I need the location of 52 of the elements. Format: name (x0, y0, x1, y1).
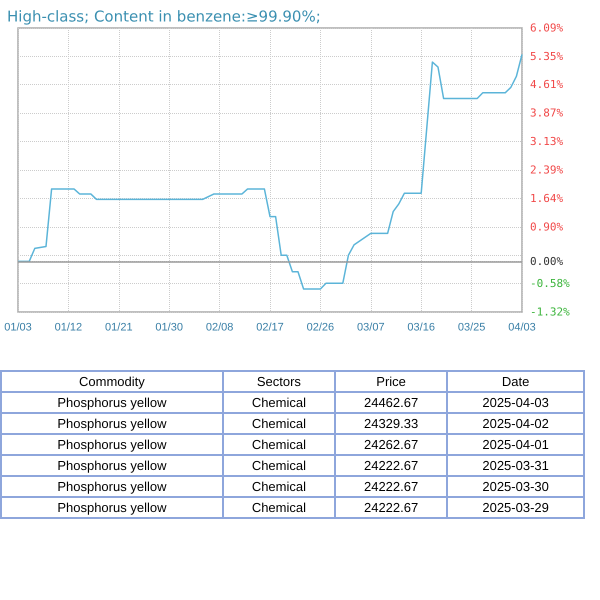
text: 24462.67 (334, 392, 448, 413)
chart-title: High-class; Content in benzene:≥99.90%; (7, 8, 321, 26)
x-tick-label: 02/26 (306, 322, 334, 334)
y-tick-label: -0.58% (530, 277, 570, 290)
y-tick-label: -1.32% (530, 306, 570, 318)
text: Phosphorus yellow (1, 497, 223, 518)
text: 2025-03-29 (447, 497, 584, 518)
x-tick-label: 02/17 (256, 322, 284, 334)
y-tick-label: 4.61% (530, 78, 564, 92)
text: Chemical (222, 413, 335, 434)
text: Phosphorus yellow (1, 455, 223, 476)
text: 2025-04-02 (447, 413, 584, 434)
text: Phosphorus yellow (1, 476, 223, 497)
text: Chemical (222, 497, 335, 518)
y-tick-label: 0.90% (530, 220, 564, 234)
x-tick-label: 03/25 (458, 322, 486, 334)
text: 24262.67 (334, 434, 448, 455)
text: Sectors (222, 371, 335, 392)
x-tick-label: 01/21 (105, 322, 133, 334)
y-tick-label: 6.09% (530, 22, 564, 34)
text: Chemical (222, 392, 335, 413)
text: Chemical (222, 455, 335, 476)
y-tick-label: 2.39% (530, 163, 564, 176)
text: Date (447, 371, 584, 392)
text: 24222.67 (334, 455, 448, 476)
text: Commodity (1, 371, 223, 392)
y-tick-label: 3.87% (530, 106, 564, 120)
text: Phosphorus yellow (1, 392, 223, 413)
x-tick-label: 02/08 (206, 322, 234, 334)
y-tick-label: 3.13% (530, 134, 564, 148)
x-tick-label: 01/12 (54, 322, 82, 334)
x-tick-label: 01/03 (4, 322, 32, 334)
text: 2025-04-03 (447, 392, 584, 413)
x-tick-label: 01/30 (155, 322, 183, 334)
text: 2025-04-01 (447, 434, 584, 455)
y-tick-label: 0.00% (530, 254, 564, 268)
x-tick-label: 03/07 (357, 322, 385, 334)
text: 24222.67 (334, 476, 448, 497)
text: Phosphorus yellow (1, 413, 223, 434)
x-tick-label: 03/16 (407, 322, 435, 334)
text: 2025-03-31 (447, 455, 584, 476)
text: 24222.67 (334, 497, 448, 518)
text: Chemical (222, 476, 335, 497)
text: Chemical (222, 434, 335, 455)
text: Price (334, 371, 448, 392)
y-tick-label: 5.35% (530, 50, 564, 63)
text: 2025-03-30 (447, 476, 584, 497)
text: 24329.33 (334, 413, 448, 434)
line-series (17, 54, 523, 290)
x-tick-label: 04/03 (508, 322, 536, 334)
text: Phosphorus yellow (1, 434, 223, 455)
y-tick-label: 1.64% (530, 192, 564, 206)
